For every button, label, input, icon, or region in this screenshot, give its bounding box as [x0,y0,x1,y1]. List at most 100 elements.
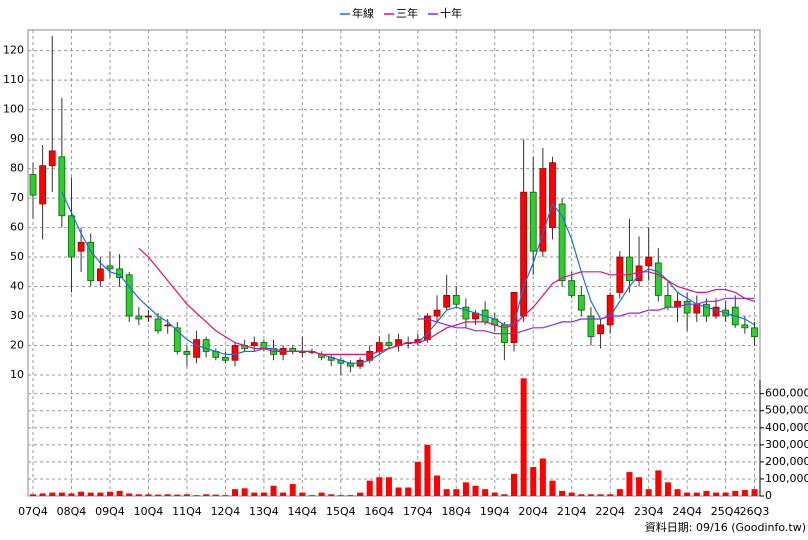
volume-bar [212,494,219,496]
volume-bar [626,472,633,496]
candle-body [568,280,576,296]
volume-bar [616,489,623,496]
x-tick-label: 07Q4 [18,505,48,518]
volume-bar [587,494,594,496]
volume-bar [520,378,527,496]
y-tick-label: 60 [10,221,24,234]
y-tick-label: 20 [10,339,24,352]
y-tick-label: 40 [10,280,24,293]
x-tick-label: 22Q4 [595,505,625,518]
volume-bar [424,444,431,496]
legend-label: 三年 [396,6,418,20]
volume-bar [337,495,344,496]
volume-bar [366,480,373,496]
y-tick-label: 120 [3,44,24,57]
volume-bar [280,492,287,496]
volume-bar [482,489,489,496]
candle-body [664,294,672,308]
candle-body [654,262,662,296]
x-tick-label: 19Q4 [480,505,510,518]
candle-body [164,324,172,327]
candle-body [116,268,123,279]
volume-bar [376,477,383,496]
y-tick-label: 80 [10,162,24,175]
y2-tick-label: 400,000 [765,421,808,434]
volume-bar [232,489,239,496]
candle-body [58,156,66,217]
volume-bar [135,494,142,496]
volume-bar [193,495,200,496]
volume-bar [732,490,739,496]
footer: 資料日期: 09/16 (Goodinfo.tw) [645,520,806,534]
volume-bar [559,490,566,496]
candle-body [645,256,653,267]
candle-body [529,191,537,252]
candle-body [520,191,528,317]
candle-body [260,342,268,349]
volume-bar [145,494,152,496]
volume-bar [357,492,364,496]
volume-bar [347,495,354,496]
candle-body [68,215,75,258]
volume-bar [607,494,614,496]
volume-bar [126,493,133,496]
volume-bar [222,495,229,496]
y-tick-label: 110 [3,73,24,86]
volume-bar [164,494,171,496]
y-tick-label: 100 [3,103,24,116]
volume-bar [260,492,267,496]
volume-bar [49,492,56,496]
volume-bar [434,475,441,496]
volume-bar [183,494,190,496]
ma-line [417,297,755,335]
volume-bar [87,492,94,496]
volume-bar [597,494,604,496]
x-tick-label: 08Q4 [57,505,87,518]
volume-bar [299,492,306,496]
x-tick-label: 10Q4 [134,505,164,518]
ma-line [138,247,755,355]
candle-body [250,342,258,346]
y-tick-label: 50 [10,250,24,263]
volume-bar [308,495,315,496]
volume-bar [203,494,210,496]
candle-body [29,174,37,196]
candle-body [77,241,85,252]
candle-body [106,265,114,270]
volume-bar [511,473,517,496]
volume-bar [722,492,729,496]
x-tick-label: 12Q4 [211,505,241,518]
volume-bar [78,491,85,496]
volume-bar [664,482,671,496]
x-tick-label: 23Q4 [634,505,664,518]
y-tick-label: 70 [10,191,24,204]
candle-body [154,318,162,332]
y2-tick-label: 500,000 [765,404,808,417]
legend-label: 十年 [440,6,462,20]
volume-bar [703,490,710,496]
volume-bar [97,492,104,496]
volume-bar [472,485,479,496]
candle-body [683,300,691,314]
x-tick-label: 20Q4 [518,505,548,518]
volume-bar [414,461,421,496]
candle-body [96,268,104,282]
candle-body [549,162,556,228]
y2-tick-label: 100,000 [765,472,808,485]
volume-bar [30,494,36,496]
volume-bar [751,489,758,496]
volume-bar [241,488,248,496]
volume-bar [713,492,720,496]
x-tick-label: 13Q4 [249,505,279,518]
volume-bar [462,482,469,496]
volume-bar [328,494,335,496]
candle-body [433,309,441,317]
candle-body [741,324,749,329]
x-tick-label: 21Q4 [557,505,587,518]
volume-bar [443,489,450,496]
candle-body [626,256,633,282]
volume-bar [539,458,546,496]
candle-body [606,294,614,326]
volume-bar [655,470,662,496]
